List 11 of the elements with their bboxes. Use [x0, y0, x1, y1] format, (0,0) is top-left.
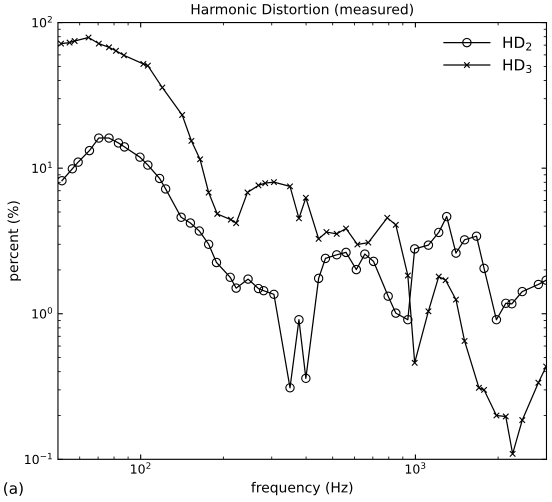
- legend-label: HD$_{2}$: [504, 36, 532, 50]
- x-tick-label: 10$^{3}$: [406, 462, 426, 474]
- x-axis-title: frequency (Hz): [251, 482, 352, 496]
- y-tick-label: 10$^{−1}$: [25, 452, 52, 464]
- chart-title: Harmonic Distortion (measured): [192, 4, 413, 16]
- y-tick-label: 10$^{2}$: [32, 16, 52, 28]
- y-tick-label: 10$^{1}$: [32, 162, 52, 174]
- y-tick-label: 10$^{0}$: [32, 307, 52, 319]
- y-axis-title: percent (%): [8, 201, 21, 281]
- text: (a): [4, 482, 23, 496]
- legend-label: HD$_{3}$: [504, 59, 532, 74]
